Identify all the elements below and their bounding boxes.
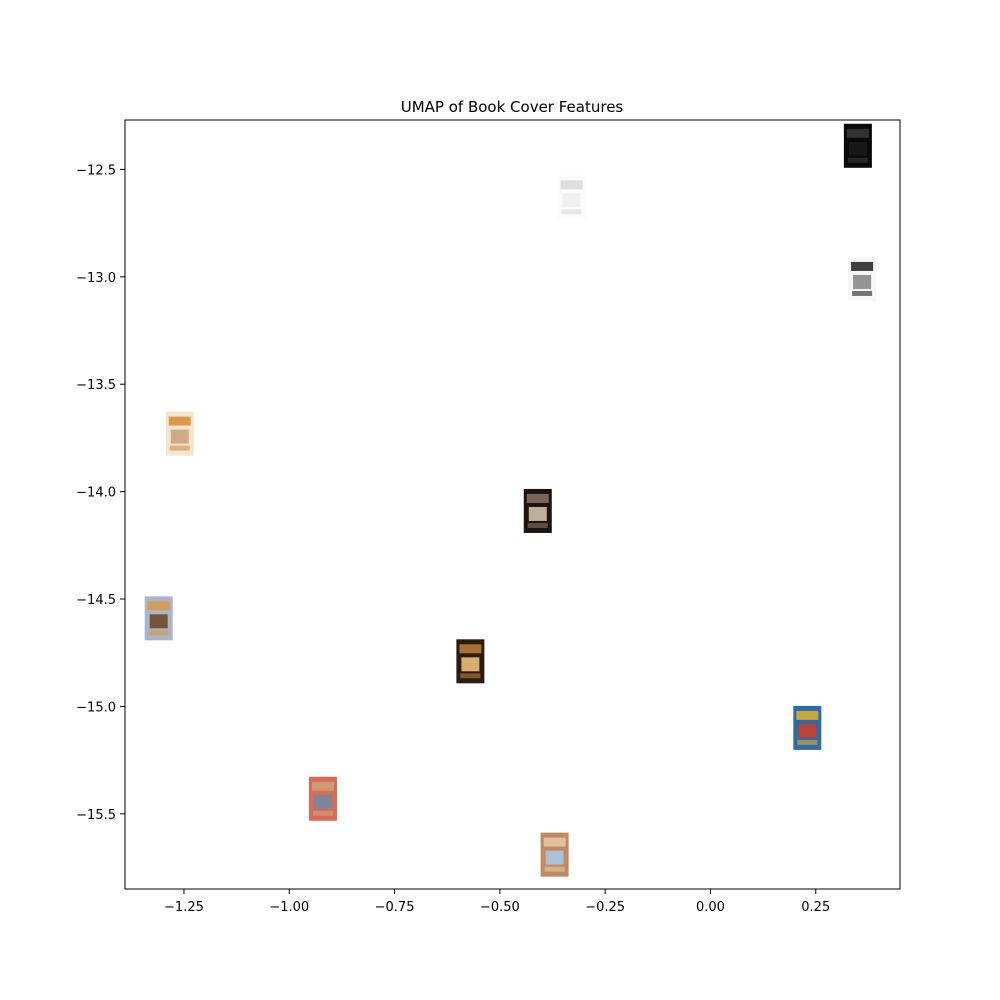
- chart-title: UMAP of Book Cover Features: [401, 98, 624, 116]
- x-tick-label: −1.00: [269, 900, 309, 915]
- book-cover-point: [144, 596, 173, 641]
- axis-ticks: −1.25 −1.00 −0.75 −0.50 −0.25 0.00 0.25 −12.5 −1…: [76, 163, 830, 915]
- x-tick-label: 0.25: [801, 900, 830, 915]
- x-tick-label: −1.25: [164, 900, 204, 915]
- book-cover-point: [793, 705, 822, 750]
- book-cover-point: [308, 776, 337, 821]
- cover-thumbnails: [144, 123, 877, 877]
- y-tick-label: −15.5: [76, 808, 116, 823]
- y-tick-label: −13.5: [76, 378, 116, 393]
- book-cover-point: [557, 175, 586, 220]
- plot-area-frame: [124, 119, 901, 890]
- x-tick-label: −0.50: [480, 900, 520, 915]
- x-tick-label: −0.25: [585, 900, 625, 915]
- y-tick-label: −14.0: [76, 486, 116, 501]
- book-cover-point: [843, 123, 872, 168]
- x-tick-label: 0.00: [696, 900, 725, 915]
- y-tick-label: −12.5: [76, 163, 116, 178]
- y-tick-label: −13.0: [76, 271, 116, 286]
- book-cover-point: [165, 411, 194, 456]
- book-cover-point: [540, 832, 569, 877]
- book-cover-point: [848, 256, 877, 301]
- y-tick-label: −15.0: [76, 700, 116, 715]
- book-cover-point: [523, 488, 552, 533]
- x-tick-label: −0.75: [375, 900, 415, 915]
- book-cover-point: [456, 639, 485, 684]
- y-tick-label: −14.5: [76, 593, 116, 608]
